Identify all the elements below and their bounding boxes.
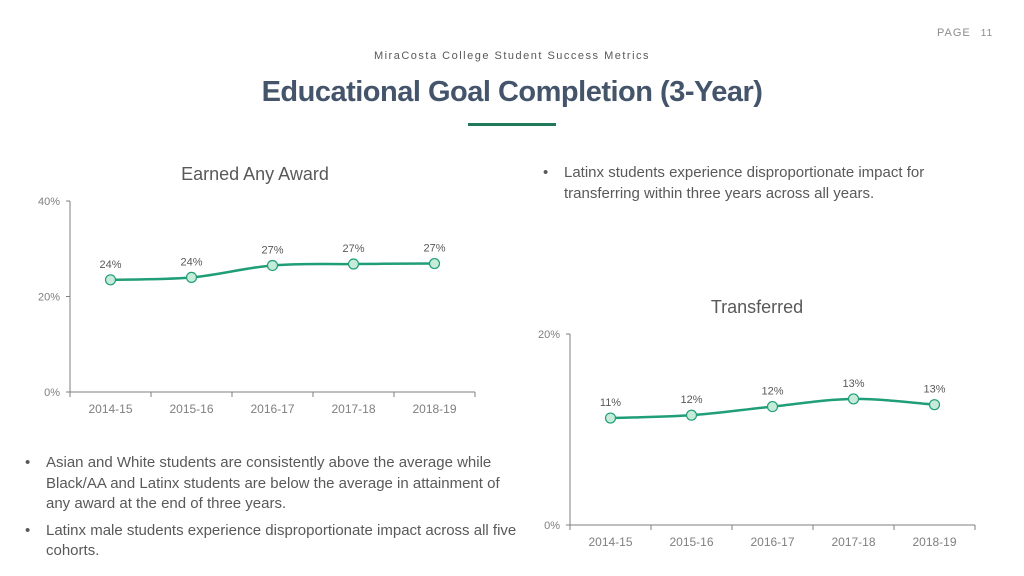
page-number-value: 11 (980, 28, 994, 39)
x-tick-label: 2017-18 (331, 402, 375, 416)
slide-subtitle: MiraCosta College Student Success Metric… (373, 50, 651, 62)
data-point (185, 271, 198, 283)
note-item: Asian and White students are consistentl… (22, 453, 517, 515)
y-tick-label: 0% (44, 387, 60, 399)
notes-right: Latinx students experience disproportion… (540, 163, 980, 210)
x-tick-label: 2016-17 (250, 402, 294, 416)
data-label: 27% (261, 244, 283, 256)
data-point (428, 257, 441, 270)
data-point (847, 393, 860, 405)
data-label: 12% (680, 394, 702, 406)
x-tick-label: 2014-15 (588, 535, 632, 549)
data-label: 11% (600, 397, 621, 409)
x-tick-label: 2014-15 (88, 402, 132, 416)
chart-title-transferred: Transferred (710, 297, 804, 317)
y-tick-label: 0% (544, 520, 560, 532)
data-label: 24% (180, 256, 202, 268)
note-item: Latinx students experience disproportion… (540, 163, 980, 204)
x-tick-label: 2018-19 (412, 402, 456, 416)
data-point (685, 409, 698, 421)
data-label: 24% (99, 259, 121, 271)
data-point (928, 399, 941, 411)
data-point (104, 274, 117, 286)
page-label-text: PAGE (937, 27, 971, 39)
chart-title-awards: Earned Any Award (181, 164, 329, 184)
x-tick-label: 2015-16 (169, 402, 213, 416)
data-label: 27% (342, 243, 364, 255)
y-tick-label: 20% (38, 292, 60, 304)
data-point (766, 400, 779, 413)
note-item: Latinx male students experience dispropo… (22, 521, 517, 562)
title-underline (468, 123, 556, 126)
x-tick-label: 2018-19 (912, 535, 956, 549)
x-tick-label: 2017-18 (831, 535, 875, 549)
slide-title: Educational Goal Completion (3-Year) (261, 76, 763, 108)
x-tick-label: 2016-17 (750, 535, 794, 549)
data-label: 13% (842, 378, 864, 390)
data-point (266, 259, 279, 272)
page-number: PAGE 11 (937, 27, 993, 39)
data-label: 13% (923, 384, 945, 396)
data-label: 12% (761, 386, 783, 398)
x-tick-label: 2015-16 (669, 535, 713, 549)
notes-left: Asian and White students are consistentl… (22, 453, 517, 568)
data-point (347, 258, 360, 270)
y-tick-label: 20% (538, 329, 560, 341)
y-tick-label: 40% (38, 196, 60, 208)
data-point (604, 412, 617, 424)
data-label: 27% (423, 243, 445, 255)
